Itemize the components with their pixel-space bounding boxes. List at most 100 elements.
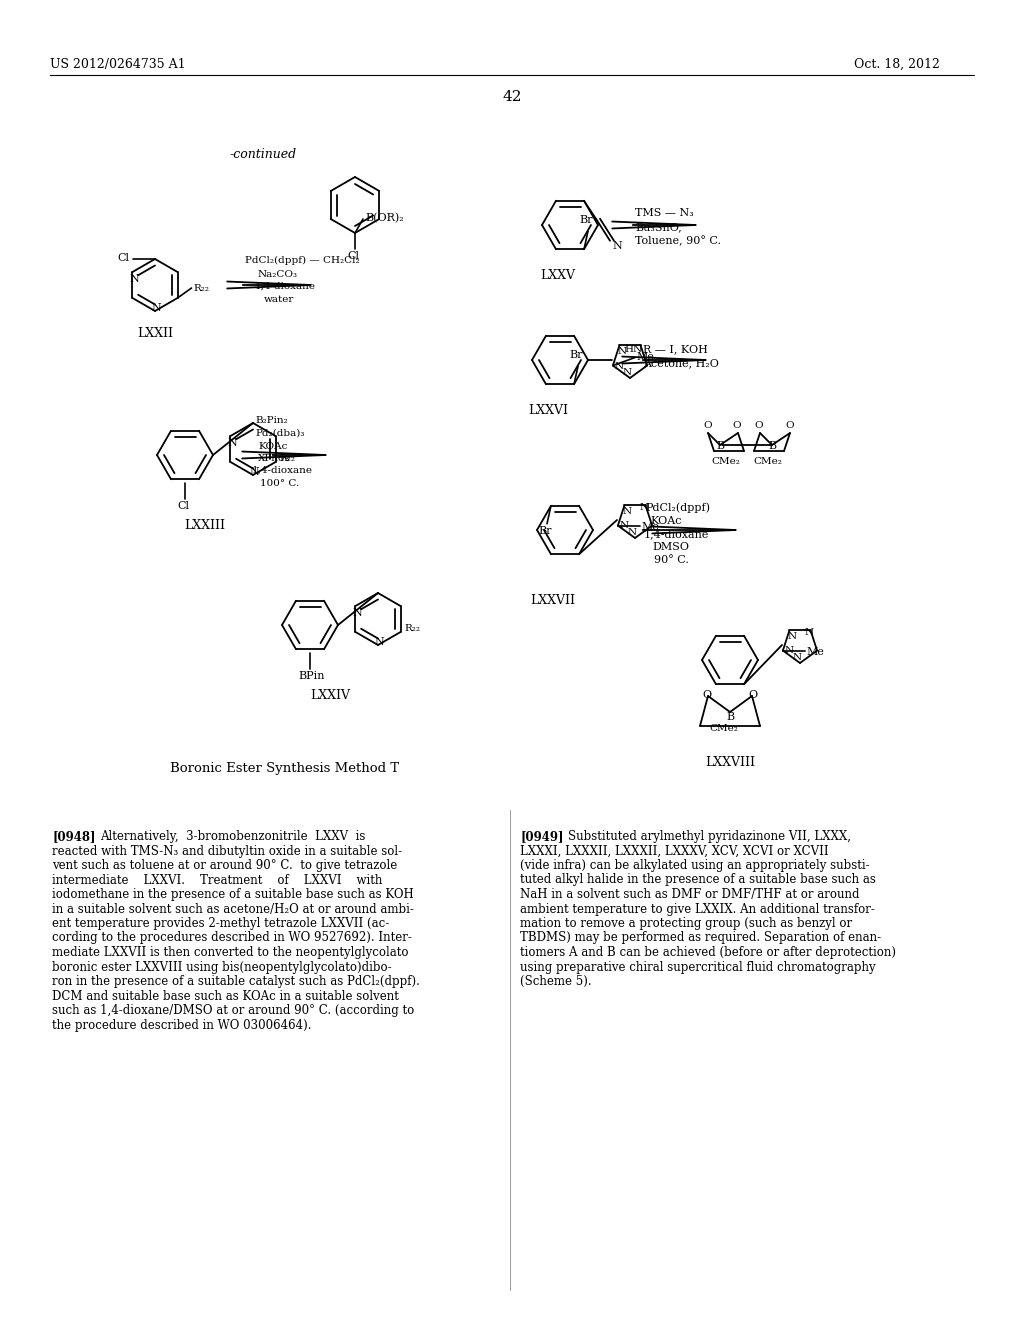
Text: O: O [785,421,795,430]
Text: iodomethane in the presence of a suitable base such as KOH: iodomethane in the presence of a suitabl… [52,888,414,902]
Text: B: B [726,711,734,722]
Text: the procedure described in WO 03006464).: the procedure described in WO 03006464). [52,1019,311,1031]
Text: NaH in a solvent such as DMF or DMF/THF at or around: NaH in a solvent such as DMF or DMF/THF … [520,888,859,902]
Text: B₂Pin₂: B₂Pin₂ [255,416,288,425]
Text: Oct. 18, 2012: Oct. 18, 2012 [854,58,940,71]
Text: N: N [617,347,627,356]
Text: LXXV: LXXV [541,269,575,282]
Text: B: B [768,441,776,451]
Text: Br: Br [569,350,583,360]
Text: Pd₂(dba)₃: Pd₂(dba)₃ [255,429,304,438]
Text: Me: Me [807,647,824,656]
Text: DMSO: DMSO [652,543,689,552]
Text: R — I, KOH: R — I, KOH [643,345,708,354]
Text: N: N [129,275,139,284]
Text: N: N [620,520,629,529]
Text: intermediate    LXXVI.    Treatment    of    LXXVI    with: intermediate LXXVI. Treatment of LXXVI w… [52,874,382,887]
Text: Toluene, 90° C.: Toluene, 90° C. [635,236,721,247]
Text: N: N [787,632,797,642]
Text: KOAc: KOAc [650,516,682,525]
Text: vent such as toluene at or around 90° C.  to give tetrazole: vent such as toluene at or around 90° C.… [52,859,397,873]
Text: 1,4-dioxane: 1,4-dioxane [255,282,316,290]
Text: Acetone, H₂O: Acetone, H₂O [643,358,719,368]
Text: cording to the procedures described in WO 9527692). Inter-: cording to the procedures described in W… [52,932,412,945]
Text: O: O [748,690,757,700]
Text: N: N [249,467,259,477]
Text: N: N [352,609,362,618]
Text: N: N [612,240,622,251]
Text: Na₂CO₃: Na₂CO₃ [258,271,298,279]
Text: Br: Br [580,215,593,226]
Text: Cl: Cl [117,253,129,263]
Text: N: N [640,503,649,512]
Text: DCM and suitable base such as KOAc in a suitable solvent: DCM and suitable base such as KOAc in a … [52,990,399,1002]
Text: 100° C.: 100° C. [260,479,299,488]
Text: B(OR)₂: B(OR)₂ [365,213,403,223]
Text: Me: Me [637,351,654,362]
Text: ambient temperature to give LXXIX. An additional transfor-: ambient temperature to give LXXIX. An ad… [520,903,874,916]
Text: PdCl₂(dppf): PdCl₂(dppf) [645,502,710,512]
Text: N: N [805,628,814,638]
Text: Boronic Ester Synthesis Method T: Boronic Ester Synthesis Method T [170,762,399,775]
Text: CMe₂: CMe₂ [754,457,782,466]
Text: Substituted arylmethyl pyridazinone VII, LXXX,: Substituted arylmethyl pyridazinone VII,… [568,830,851,843]
Text: XPhos: XPhos [258,454,291,463]
Text: N: N [374,638,384,647]
Text: in a suitable solvent such as acetone/H₂O at or around ambi-: in a suitable solvent such as acetone/H₂… [52,903,414,916]
Text: N: N [227,438,238,447]
Text: 42: 42 [502,90,522,104]
Text: LXXXI, LXXXII, LXXXII, LXXXV, XCV, XCVI or XCVII: LXXXI, LXXXII, LXXXII, LXXXV, XCV, XCVI … [520,845,828,858]
Text: TMS — N₃: TMS — N₃ [635,209,693,218]
Text: mediate LXXVII is then converted to the neopentylglycolato: mediate LXXVII is then converted to the … [52,946,409,960]
Text: LXXVIII: LXXVIII [705,756,755,770]
Text: N: N [793,653,802,663]
Text: ent temperature provides 2-methyl tetrazole LXXVII (ac-: ent temperature provides 2-methyl tetraz… [52,917,389,931]
Text: Cl: Cl [177,502,189,511]
Text: N: N [628,528,637,537]
Text: tiomers A and B can be achieved (before or after deprotection): tiomers A and B can be achieved (before … [520,946,896,960]
Text: Br: Br [539,525,552,536]
Text: ron in the presence of a suitable catalyst such as PdCl₂(dppf).: ron in the presence of a suitable cataly… [52,975,420,987]
Text: LXXVI: LXXVI [528,404,568,417]
Text: R₂₂: R₂₂ [404,624,421,634]
Text: TBDMS) may be performed as required. Separation of enan-: TBDMS) may be performed as required. Sep… [520,932,881,945]
Text: B: B [716,441,724,451]
Text: CMe₂: CMe₂ [712,457,740,466]
Text: PdCl₂(dppf) — CH₂Cl₂: PdCl₂(dppf) — CH₂Cl₂ [245,256,359,265]
Text: LXXII: LXXII [137,327,173,341]
Text: 90° C.: 90° C. [654,554,689,565]
Text: Bu₃SnO,: Bu₃SnO, [635,222,682,232]
Text: BPin: BPin [298,671,325,681]
Text: N: N [614,362,624,371]
Text: CMe₂: CMe₂ [710,723,738,733]
Text: 1,4-dioxane: 1,4-dioxane [644,529,710,539]
Text: R₂₂: R₂₂ [194,284,210,293]
Text: R₂₂: R₂₂ [280,454,296,463]
Text: N: N [623,368,632,378]
Text: tuted alkyl halide in the presence of a suitable base such as: tuted alkyl halide in the presence of a … [520,874,876,887]
Text: US 2012/0264735 A1: US 2012/0264735 A1 [50,58,185,71]
Text: (vide infra) can be alkylated using an appropriately substi-: (vide infra) can be alkylated using an a… [520,859,869,873]
Text: 1,4-dioxane: 1,4-dioxane [252,466,313,475]
Text: LXXIII: LXXIII [184,519,225,532]
Text: N: N [623,507,632,516]
Text: O: O [703,421,713,430]
Text: boronic ester LXXVIII using bis(neopentylglycolato)dibo-: boronic ester LXXVIII using bis(neopenty… [52,961,391,974]
Text: Alternatively,  3-bromobenzonitrile  LXXV  is: Alternatively, 3-bromobenzonitrile LXXV … [100,830,366,843]
Text: water: water [264,294,294,304]
Text: O: O [733,421,741,430]
Text: such as 1,4-dioxane/DMSO at or around 90° C. (according to: such as 1,4-dioxane/DMSO at or around 90… [52,1005,415,1016]
Text: N: N [151,304,161,313]
Text: -continued: -continued [230,148,297,161]
Text: O: O [755,421,763,430]
Text: mation to remove a protecting group (such as benzyl or: mation to remove a protecting group (suc… [520,917,852,931]
Text: [0948]: [0948] [52,830,95,843]
Text: using preparative chiral supercritical fluid chromatography: using preparative chiral supercritical f… [520,961,876,974]
Text: KOAc: KOAc [258,442,288,451]
Text: reacted with TMS-N₃ and dibutyltin oxide in a suitable sol-: reacted with TMS-N₃ and dibutyltin oxide… [52,845,402,858]
Text: LXXIV: LXXIV [310,689,350,702]
Text: HN: HN [625,346,643,355]
Text: LXXVII: LXXVII [530,594,575,607]
Text: O: O [702,690,711,700]
Text: N: N [784,645,794,655]
